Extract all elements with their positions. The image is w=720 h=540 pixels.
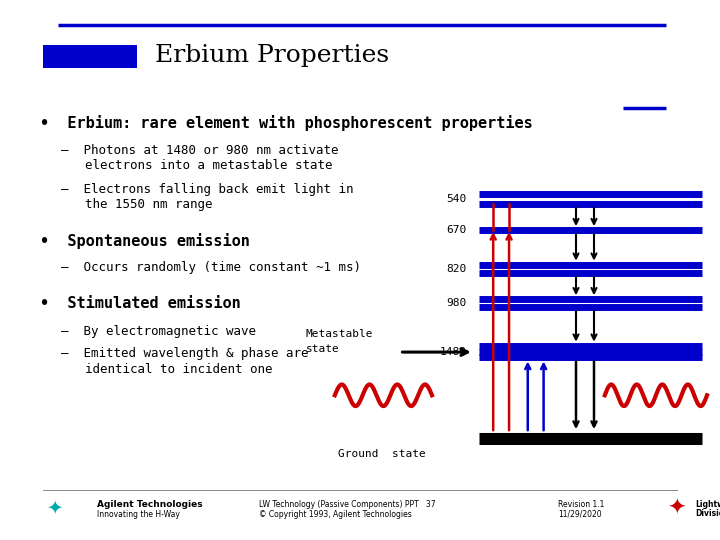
Text: LW Technology (Passive Components) PPT   37: LW Technology (Passive Components) PPT 3…	[259, 501, 436, 509]
Text: 540: 540	[446, 194, 467, 204]
Text: –  Photons at 1480 or 980 nm activate: – Photons at 1480 or 980 nm activate	[61, 144, 338, 157]
Text: the 1550 nm range: the 1550 nm range	[85, 198, 212, 211]
Text: state: state	[306, 344, 340, 354]
Text: –  Emitted wavelength & phase are: – Emitted wavelength & phase are	[61, 347, 309, 360]
Text: Ground  state: Ground state	[338, 449, 426, 458]
Text: –  Electrons falling back emit light in: – Electrons falling back emit light in	[61, 183, 354, 195]
Text: ✦: ✦	[46, 498, 62, 517]
Text: –  By electromagnetic wave: – By electromagnetic wave	[61, 325, 256, 338]
Text: •  Spontaneous emission: • Spontaneous emission	[40, 233, 249, 249]
Text: © Copyright 1993, Agilent Technologies: © Copyright 1993, Agilent Technologies	[259, 510, 412, 518]
Text: 11/29/2020: 11/29/2020	[558, 510, 602, 518]
FancyBboxPatch shape	[43, 45, 137, 68]
Text: 670: 670	[446, 225, 467, 235]
Text: Revision 1.1: Revision 1.1	[558, 501, 604, 509]
Text: •  Stimulated emission: • Stimulated emission	[40, 296, 240, 311]
Text: identical to incident one: identical to incident one	[85, 363, 272, 376]
Text: 980: 980	[446, 298, 467, 308]
Text: Erbium Properties: Erbium Properties	[155, 44, 389, 67]
Text: •  Erbium: rare element with phosphorescent properties: • Erbium: rare element with phosphoresce…	[40, 115, 532, 131]
Text: electrons into a metastable state: electrons into a metastable state	[85, 159, 333, 172]
Text: Division: Division	[695, 509, 720, 517]
Text: 1480: 1480	[439, 347, 467, 357]
Text: Innovating the H-Way: Innovating the H-Way	[97, 510, 180, 518]
Text: ✦: ✦	[667, 498, 686, 519]
Text: Agilent Technologies: Agilent Technologies	[97, 501, 203, 509]
Text: Lightwave: Lightwave	[695, 501, 720, 509]
Text: Metastable: Metastable	[306, 329, 374, 339]
Text: 820: 820	[446, 264, 467, 274]
Text: –  Occurs randomly (time constant ~1 ms): – Occurs randomly (time constant ~1 ms)	[61, 261, 361, 274]
